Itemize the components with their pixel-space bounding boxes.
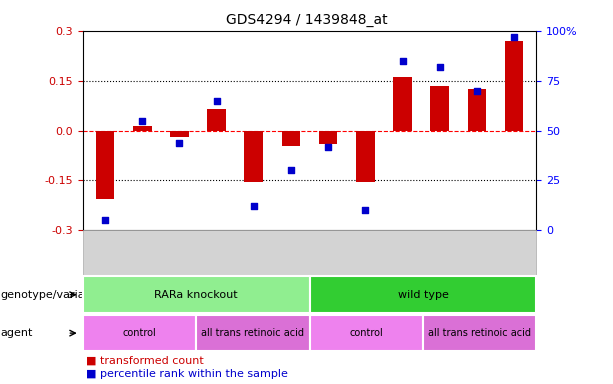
Text: ■ percentile rank within the sample: ■ percentile rank within the sample <box>86 369 287 379</box>
Point <box>509 34 519 40</box>
Text: RARa knockout: RARa knockout <box>154 290 238 300</box>
Text: control: control <box>123 328 156 338</box>
Text: control: control <box>349 328 383 338</box>
Bar <box>393 77 412 131</box>
Point <box>211 98 221 104</box>
Text: all trans retinoic acid: all trans retinoic acid <box>201 328 305 338</box>
Text: genotype/variation: genotype/variation <box>0 290 106 300</box>
Bar <box>430 86 449 131</box>
Bar <box>282 131 300 146</box>
Bar <box>356 131 375 182</box>
Point <box>137 118 147 124</box>
Point <box>398 58 408 64</box>
Text: all trans retinoic acid: all trans retinoic acid <box>428 328 531 338</box>
Point <box>249 204 259 210</box>
Point <box>100 217 110 223</box>
Point <box>472 88 482 94</box>
Point <box>175 139 185 146</box>
Bar <box>319 131 337 144</box>
Point <box>323 144 333 150</box>
Bar <box>245 131 263 182</box>
Text: agent: agent <box>0 328 32 338</box>
Bar <box>207 109 226 131</box>
Text: ■ transformed count: ■ transformed count <box>86 355 204 365</box>
Bar <box>96 131 115 199</box>
Point <box>286 167 296 174</box>
Text: wild type: wild type <box>398 290 448 300</box>
Bar <box>468 89 486 131</box>
Bar <box>133 126 151 131</box>
Point <box>360 207 370 214</box>
Bar <box>504 41 524 131</box>
Text: GDS4294 / 1439848_at: GDS4294 / 1439848_at <box>226 13 387 27</box>
Bar <box>170 131 189 137</box>
Point <box>435 64 444 70</box>
